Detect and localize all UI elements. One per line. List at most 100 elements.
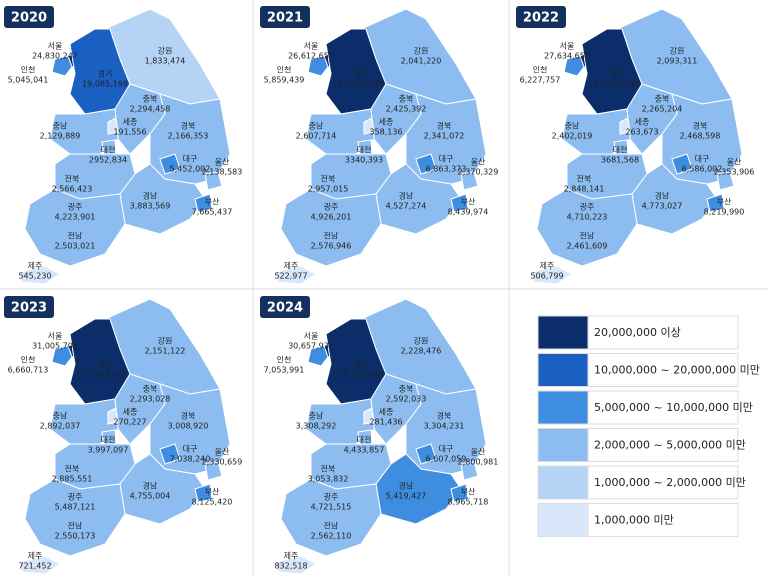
region-name: 경기 [98, 359, 113, 369]
region [460, 171, 479, 191]
region [51, 345, 73, 367]
region-value: 2952,834 [89, 156, 127, 165]
region-value: 27,634,652 [544, 52, 590, 61]
region-name: 부산 [461, 197, 476, 207]
legend-swatch [537, 315, 589, 350]
region [194, 193, 213, 213]
region-name: 충남 [565, 122, 580, 131]
region-name: 인천 [533, 65, 548, 75]
region [24, 188, 126, 267]
region-name: 대전 [101, 435, 116, 445]
legend-label: 1,000,000 ~ 2,000,000 미만 [594, 476, 746, 489]
region-name: 충북 [399, 95, 414, 104]
region-value: 5,487,121 [55, 503, 96, 512]
region-value: 2,228,476 [401, 347, 442, 356]
region [307, 345, 329, 367]
region-name: 세종 [123, 408, 138, 417]
region-value: 191,556 [113, 128, 146, 137]
region-name: 대구 [695, 155, 710, 164]
region-name: 대구 [183, 445, 198, 454]
region-name: 경남 [143, 481, 158, 491]
region-value: 24,830,247 [32, 52, 78, 61]
region-value: 2,151,122 [145, 347, 186, 356]
legend-label: 1,000,000 미만 [594, 514, 674, 527]
region-value: 263,673 [625, 128, 658, 137]
region-name: 인천 [21, 65, 36, 75]
legend-box [587, 315, 739, 350]
region-name: 충북 [143, 95, 158, 104]
region-value: 2,402,019 [552, 132, 593, 141]
region-name: 울산 [727, 157, 742, 167]
region-name: 광주 [580, 202, 595, 212]
region-name: 인천 [277, 355, 292, 365]
region [24, 478, 126, 557]
region-value: 6,227,757 [520, 76, 561, 85]
region-name: 전남 [68, 231, 83, 241]
region [159, 443, 181, 465]
region-value: 6,586,002 [682, 165, 723, 174]
region-name: 울산 [471, 447, 486, 457]
region-name: 충남 [309, 122, 324, 131]
region-value: 8,125,420 [192, 498, 233, 507]
region-name: 광주 [324, 492, 339, 502]
region-value: 7,053,991 [264, 366, 305, 375]
region-name: 서울 [304, 42, 319, 51]
region [307, 55, 329, 77]
region-name: 강원 [158, 46, 173, 56]
region [460, 461, 479, 481]
region-value: 2,885,551 [52, 475, 93, 484]
year-label: 2022 [523, 11, 559, 26]
region [280, 478, 382, 557]
region-name: 세종 [379, 408, 394, 417]
year-label: 2021 [267, 11, 303, 26]
region-value: 2,166,353 [168, 132, 209, 141]
region-name: 울산 [215, 157, 230, 167]
region-name: 대구 [183, 155, 198, 164]
region-value: 3681,568 [601, 156, 639, 165]
region-name: 경기 [354, 69, 369, 79]
region-value: 3,304,231 [424, 422, 465, 431]
legend-label: 2,000,000 ~ 5,000,000 미만 [594, 439, 746, 452]
region-value: 4,773,027 [642, 202, 683, 211]
region-value: 5,452,002 [170, 165, 211, 174]
region-value: 721,452 [18, 562, 51, 571]
year-badge [260, 296, 310, 318]
region-value: 2,607,714 [296, 132, 337, 141]
region-value: 23,307,257 [594, 80, 640, 89]
region [375, 453, 462, 525]
region [204, 461, 223, 481]
region-value: 2,425,392 [386, 105, 427, 114]
legend-box [587, 390, 739, 425]
region-name: 경남 [399, 191, 414, 201]
region-name: 경남 [655, 191, 670, 201]
region-value: 6,660,713 [8, 366, 49, 375]
region-value: 4,527,274 [386, 202, 427, 211]
region-value: 2,041,220 [401, 57, 442, 66]
region-name: 전남 [68, 521, 83, 531]
region [280, 188, 382, 267]
region-value: 545,230 [18, 272, 51, 281]
region-name: 충남 [53, 122, 68, 131]
region-name: 경기 [354, 359, 369, 369]
legend-label: 10,000,000 ~ 20,000,000 미만 [594, 364, 760, 377]
region-name: 전남 [580, 231, 595, 241]
region-name: 서울 [48, 332, 63, 341]
region [375, 163, 462, 235]
region-value: 2,592,033 [386, 395, 427, 404]
region-name: 전남 [324, 521, 339, 531]
region-value: 2,265,204 [642, 105, 683, 114]
region [19, 265, 61, 285]
legend-swatch [537, 353, 589, 387]
region [194, 483, 213, 503]
region-value: 2,503,021 [55, 242, 96, 251]
region-name: 경북 [693, 121, 708, 131]
region [363, 407, 375, 425]
region-name: 대전 [357, 145, 372, 155]
legend-swatch [537, 465, 589, 500]
region-value: 2,461,609 [567, 242, 608, 251]
region-value: 25,621,822 [82, 370, 128, 379]
region-name: 서울 [560, 42, 575, 51]
